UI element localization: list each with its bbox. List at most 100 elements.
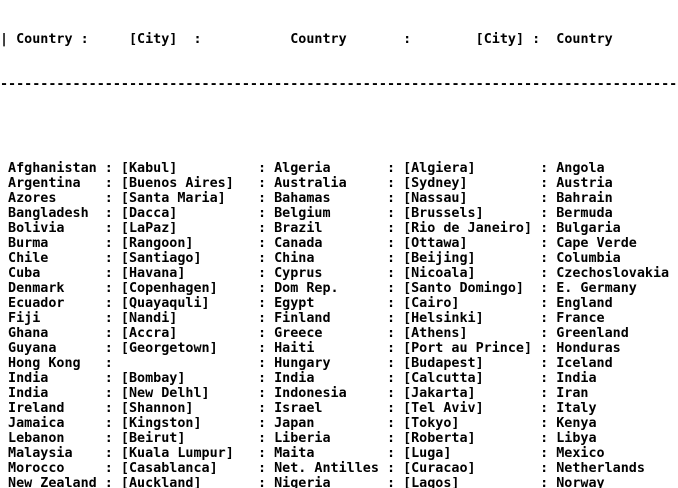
country-cell: Brazil: [274, 221, 323, 236]
colon-separator: :: [257, 371, 275, 386]
country-cell: Greece: [274, 326, 323, 341]
country-cell: Ireland: [8, 401, 65, 416]
city-cell: [Budapest]: [403, 356, 484, 371]
colon-separator: :: [386, 356, 404, 371]
colon-separator: :: [257, 281, 275, 296]
colon-separator: :: [386, 461, 404, 476]
colon-separator: :: [540, 326, 557, 341]
country-cell: New Zealand: [8, 476, 97, 488]
city-cell: [Nicoala]: [403, 266, 476, 281]
table-row: Afghanistan: [Kabul]: Algeria: [Algiera]…: [0, 161, 678, 176]
city-cell: [Shannon]: [120, 401, 194, 416]
colon-separator: :: [104, 446, 121, 461]
colon-separator: :: [386, 221, 404, 236]
header-gap: [0, 122, 678, 131]
colon-separator: :: [386, 416, 404, 431]
colon-separator: :: [257, 296, 275, 311]
colon-separator: :: [386, 236, 404, 251]
colon-separator: :: [386, 401, 404, 416]
colon-separator: :: [104, 191, 121, 206]
table-row: Bangladesh: [Dacca]: Belgium: [Brussels]…: [0, 206, 678, 221]
colon-separator: :: [540, 311, 557, 326]
country-cell: Indonesia: [274, 386, 347, 401]
city-cell: [Helsinki]: [403, 311, 484, 326]
city-cell: [Jakarta]: [403, 386, 476, 401]
colon-separator: :: [540, 221, 557, 236]
colon-separator: :: [540, 206, 557, 221]
table-row: India: [New Delhl]: Indonesia: [Jakarta]…: [0, 386, 678, 401]
country-cell: Jamaica: [8, 416, 65, 431]
country-cell: Japan: [274, 416, 315, 431]
country-cell: Ghana: [8, 326, 49, 341]
country-cell: Ecuador: [8, 296, 65, 311]
colon-separator: :: [257, 401, 275, 416]
city-cell: [Santa Maria]: [120, 191, 226, 206]
city-cell: [LaPaz]: [120, 221, 178, 236]
city-cell: [Lagos]: [403, 476, 460, 488]
country-cell: Mexico: [556, 446, 605, 461]
city-cell: [Calcutta]: [403, 371, 484, 386]
colon-separator: :: [104, 386, 121, 401]
city-cell: [Bombay]: [120, 371, 186, 386]
city-cell: [Cairo]: [403, 296, 460, 311]
table-row: Ghana: [Accra]: Greece: [Athens]: Greenl…: [0, 326, 678, 341]
colon-separator: :: [386, 281, 404, 296]
country-cell: England: [556, 296, 613, 311]
table-row: New Zealand: [Auckland]: Nigeria: [Lagos…: [0, 476, 678, 488]
city-cell: [Santo Domingo]: [403, 281, 524, 296]
country-cell: Iran: [556, 386, 589, 401]
colon-separator: :: [104, 296, 121, 311]
city-cell: [Beirut]: [120, 431, 186, 446]
city-cell: [New Delhl]: [120, 386, 210, 401]
colon-separator: :: [386, 266, 404, 281]
country-cell: Algeria: [274, 161, 331, 176]
country-cell: Azores: [8, 191, 57, 206]
colon-separator: :: [104, 311, 121, 326]
city-cell: [Tel Aviv]: [403, 401, 484, 416]
country-cell: Canada: [274, 236, 323, 251]
colon-separator: :: [104, 371, 121, 386]
country-cell: Liberia: [274, 431, 331, 446]
colon-separator: :: [540, 281, 557, 296]
country-cell: Lebanon: [8, 431, 65, 446]
colon-separator: :: [257, 476, 275, 488]
colon-separator: :: [540, 476, 557, 488]
table-row: Malaysia: [Kuala Lumpur]: Maita: [Luga]:…: [0, 446, 678, 461]
country-cell: Argentina: [8, 176, 81, 191]
colon-separator: :: [386, 446, 404, 461]
table-row: Argentina: [Buenos Aires]: Australia: [S…: [0, 176, 678, 191]
city-cell: [Beijing]: [403, 251, 476, 266]
colon-separator: :: [540, 416, 557, 431]
country-cell: Morocco: [8, 461, 65, 476]
colon-separator: :: [257, 341, 275, 356]
colon-separator: :: [386, 386, 404, 401]
country-cell: Egypt: [274, 296, 315, 311]
colon-separator: :: [386, 206, 404, 221]
table-row: Azores: [Santa Maria]: Bahamas: [Nassau]…: [0, 191, 678, 206]
country-cell: E. Germany: [556, 281, 637, 296]
colon-separator: :: [386, 476, 404, 488]
colon-separator: :: [257, 236, 275, 251]
city-cell: [Copenhagen]: [120, 281, 218, 296]
table-row: Fiji: [Nandi]: Finland: [Helsinki]: Fran…: [0, 311, 678, 326]
colon-separator: :: [386, 341, 404, 356]
country-cell: Norway: [556, 476, 605, 488]
table-row: Chile: [Santiago]: China: [Beijing]: Col…: [0, 251, 678, 266]
table-row: Burma: [Rangoon]: Canada: [Ottawa]: Cape…: [0, 236, 678, 251]
city-cell: [Rio de Janeiro]: [403, 221, 533, 236]
country-cell: Greenland: [556, 326, 629, 341]
colon-separator: :: [257, 266, 275, 281]
country-cell: Burma: [8, 236, 49, 251]
country-cell: Malaysia: [8, 446, 73, 461]
header-row: | Country : [City] : Country : [City] : …: [0, 32, 678, 47]
country-cell: Haiti: [274, 341, 315, 356]
colon-separator: :: [386, 161, 404, 176]
table-row: Bolivia: [LaPaz]: Brazil: [Rio de Janeir…: [0, 221, 678, 236]
city-cell: [Rangoon]: [120, 236, 194, 251]
colon-separator: :: [104, 326, 121, 341]
colon-separator: :: [257, 311, 275, 326]
colon-separator: :: [257, 431, 275, 446]
country-cell: Finland: [274, 311, 331, 326]
country-cell: Dom Rep.: [274, 281, 339, 296]
